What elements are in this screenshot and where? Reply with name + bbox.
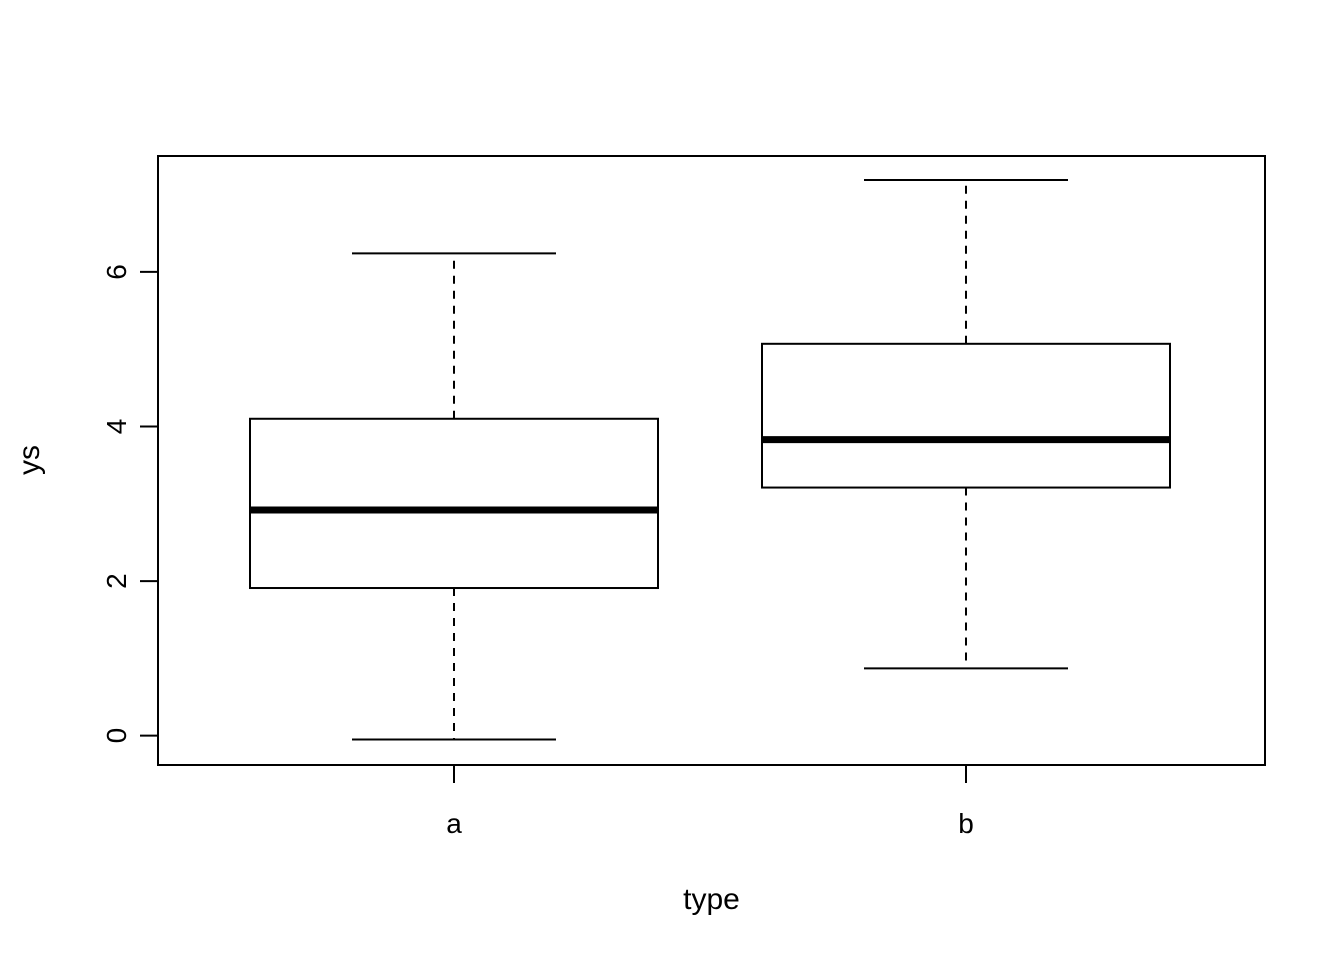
x-tick-label: a: [446, 808, 462, 839]
box-b-iqr-rect: [761, 342, 1171, 489]
plot-border: [157, 155, 1266, 766]
x-axis-title: type: [683, 883, 740, 916]
y-tick-label: 4: [101, 419, 132, 435]
y-axis-title: ys: [13, 445, 46, 475]
y-tick-label: 6: [101, 264, 132, 280]
y-tick-label: 2: [101, 573, 132, 589]
y-tick-label: 0: [101, 728, 132, 744]
x-tick-label: b: [958, 808, 974, 839]
box-a-iqr-rect: [249, 417, 659, 590]
